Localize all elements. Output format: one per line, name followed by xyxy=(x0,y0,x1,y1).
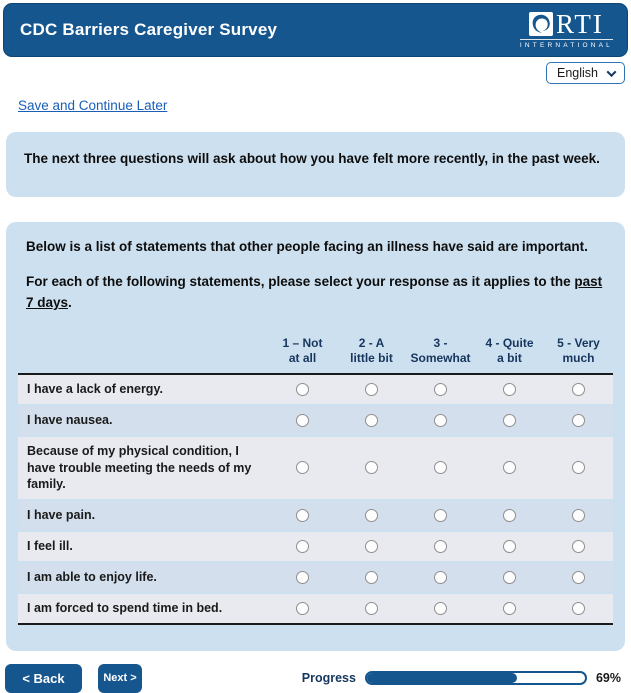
rti-swirl-icon xyxy=(529,11,553,36)
likert-row: I am able to enjoy life. xyxy=(18,563,613,594)
likert-radio-r2-c5[interactable] xyxy=(572,413,585,427)
likert-radio-r7-c2[interactable] xyxy=(365,601,378,615)
progress-label: Progress xyxy=(301,671,356,686)
chevron-down-icon xyxy=(606,66,617,77)
likert-radio-r6-c5[interactable] xyxy=(572,570,585,584)
likert-radio-r2-c2[interactable] xyxy=(365,413,378,427)
likert-radio-r3-c4[interactable] xyxy=(503,461,516,475)
progress-bar xyxy=(364,671,587,686)
next-button[interactable]: Next > xyxy=(98,663,142,693)
likert-column-header-1: 1 – Not at all xyxy=(282,335,323,366)
likert-radio-r3-c2[interactable] xyxy=(365,461,378,475)
intro-panel: The next three questions will ask about … xyxy=(6,132,625,197)
likert-radio-r4-c2[interactable] xyxy=(365,509,378,523)
likert-radio-r6-c4[interactable] xyxy=(503,570,516,584)
question-statement-2: For each of the following statements, pl… xyxy=(26,273,603,310)
question-panel: Below is a list of statements that other… xyxy=(6,221,625,651)
likert-radio-r5-c3[interactable] xyxy=(434,540,447,554)
likert-column-header-4: 4 - Quite a bit xyxy=(485,335,534,366)
likert-column-header-5: 5 - Very much xyxy=(557,335,600,366)
language-row: English xyxy=(0,62,625,84)
likert-row-label: Because of my physical condition, I have… xyxy=(27,443,252,492)
likert-row-label: I am forced to spend time in bed. xyxy=(27,600,223,615)
progress-fill xyxy=(366,673,518,684)
rti-logo: RTI INTERNATIONAL xyxy=(519,8,613,49)
likert-radio-r5-c1[interactable] xyxy=(296,540,309,554)
likert-radio-r3-c1[interactable] xyxy=(296,461,309,475)
likert-radio-r7-c5[interactable] xyxy=(572,601,585,615)
likert-radio-r1-c2[interactable] xyxy=(365,382,378,396)
likert-row: I have nausea. xyxy=(18,405,613,437)
language-select-value: English xyxy=(557,66,598,80)
likert-radio-r5-c2[interactable] xyxy=(365,540,378,554)
likert-row-label: I have nausea. xyxy=(27,412,113,427)
underlined-phrase: past 7 days xyxy=(26,273,603,310)
likert-radio-r3-c3[interactable] xyxy=(434,461,447,475)
likert-radio-r3-c5[interactable] xyxy=(572,461,585,475)
save-and-continue-link[interactable]: Save and Continue Later xyxy=(18,98,168,113)
likert-row: I have a lack of energy. xyxy=(18,374,613,406)
likert-table-body: I have a lack of energy. I have nausea. … xyxy=(18,372,613,625)
likert-radio-r5-c4[interactable] xyxy=(503,540,516,554)
likert-radio-r4-c4[interactable] xyxy=(503,509,516,523)
likert-row-label: I am able to enjoy life. xyxy=(27,570,157,584)
app-header: CDC Barriers Caregiver Survey RTI INTERN… xyxy=(3,3,628,57)
likert-radio-r1-c5[interactable] xyxy=(572,382,585,396)
likert-row: I have pain. xyxy=(18,501,613,533)
likert-row-label: I feel ill. xyxy=(27,539,73,554)
question-statement-1: Below is a list of statements that other… xyxy=(26,238,588,254)
likert-radio-r1-c3[interactable] xyxy=(434,382,447,396)
likert-row: I am forced to spend time in bed. xyxy=(18,593,613,623)
likert-radio-r6-c1[interactable] xyxy=(296,570,309,584)
likert-radio-r7-c4[interactable] xyxy=(503,601,516,615)
likert-radio-r1-c1[interactable] xyxy=(296,382,309,396)
likert-row-label: I have a lack of energy. xyxy=(27,381,163,396)
footer: < Back Next > Progress 69% xyxy=(5,663,621,693)
likert-radio-r2-c3[interactable] xyxy=(434,413,447,427)
progress-percent: 69% xyxy=(595,671,621,686)
likert-row: I feel ill. xyxy=(18,532,613,563)
likert-column-header-3: 3 - Somewhat xyxy=(410,335,471,366)
progress-group: Progress 69% xyxy=(301,671,621,686)
likert-radio-r4-c3[interactable] xyxy=(434,509,447,523)
page-title: CDC Barriers Caregiver Survey xyxy=(20,20,278,39)
likert-radio-r4-c5[interactable] xyxy=(572,509,585,523)
likert-radio-r2-c1[interactable] xyxy=(296,413,309,427)
likert-radio-r1-c4[interactable] xyxy=(503,382,516,396)
likert-radio-r6-c3[interactable] xyxy=(434,570,447,584)
likert-radio-r5-c5[interactable] xyxy=(572,540,585,554)
rti-logo-subtext: INTERNATIONAL xyxy=(519,38,613,49)
intro-text: The next three questions will ask about … xyxy=(24,151,600,166)
likert-radio-r7-c1[interactable] xyxy=(296,601,309,615)
rti-logo-text: RTI xyxy=(556,8,604,39)
likert-radio-r4-c1[interactable] xyxy=(296,509,309,523)
back-button[interactable]: < Back xyxy=(5,663,82,693)
likert-row-label: I have pain. xyxy=(27,508,96,523)
likert-row: Because of my physical condition, I have… xyxy=(18,436,613,502)
likert-radio-r7-c3[interactable] xyxy=(434,601,447,615)
language-select[interactable]: English xyxy=(546,62,625,84)
likert-radio-r2-c4[interactable] xyxy=(503,413,516,427)
likert-radio-r6-c2[interactable] xyxy=(365,570,378,584)
